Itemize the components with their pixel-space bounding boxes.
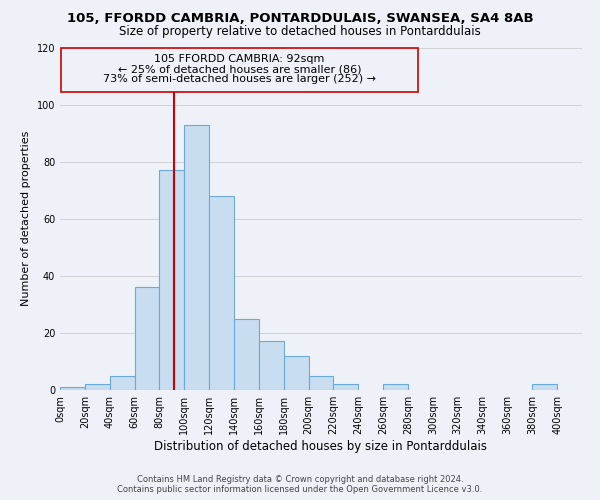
Bar	[134, 287, 160, 390]
Y-axis label: Number of detached properties: Number of detached properties	[21, 131, 31, 306]
Text: 73% of semi-detached houses are larger (252) →: 73% of semi-detached houses are larger (…	[103, 74, 376, 85]
Bar	[209, 196, 234, 390]
Bar	[383, 384, 408, 390]
Text: 105 FFORDD CAMBRIA: 92sqm: 105 FFORDD CAMBRIA: 92sqm	[154, 54, 325, 64]
Bar	[60, 387, 85, 390]
Bar	[110, 376, 134, 390]
Text: Contains HM Land Registry data © Crown copyright and database right 2024.
Contai: Contains HM Land Registry data © Crown c…	[118, 474, 482, 494]
Text: ← 25% of detached houses are smaller (86): ← 25% of detached houses are smaller (86…	[118, 64, 361, 74]
Bar	[532, 384, 557, 390]
Bar	[308, 376, 334, 390]
Bar	[259, 342, 284, 390]
Bar	[61, 48, 418, 92]
Bar	[85, 384, 110, 390]
X-axis label: Distribution of detached houses by size in Pontarddulais: Distribution of detached houses by size …	[155, 440, 487, 453]
Bar	[160, 170, 184, 390]
Bar	[284, 356, 308, 390]
Text: 105, FFORDD CAMBRIA, PONTARDDULAIS, SWANSEA, SA4 8AB: 105, FFORDD CAMBRIA, PONTARDDULAIS, SWAN…	[67, 12, 533, 26]
Text: Size of property relative to detached houses in Pontarddulais: Size of property relative to detached ho…	[119, 25, 481, 38]
Bar	[334, 384, 358, 390]
Bar	[234, 318, 259, 390]
Bar	[184, 124, 209, 390]
